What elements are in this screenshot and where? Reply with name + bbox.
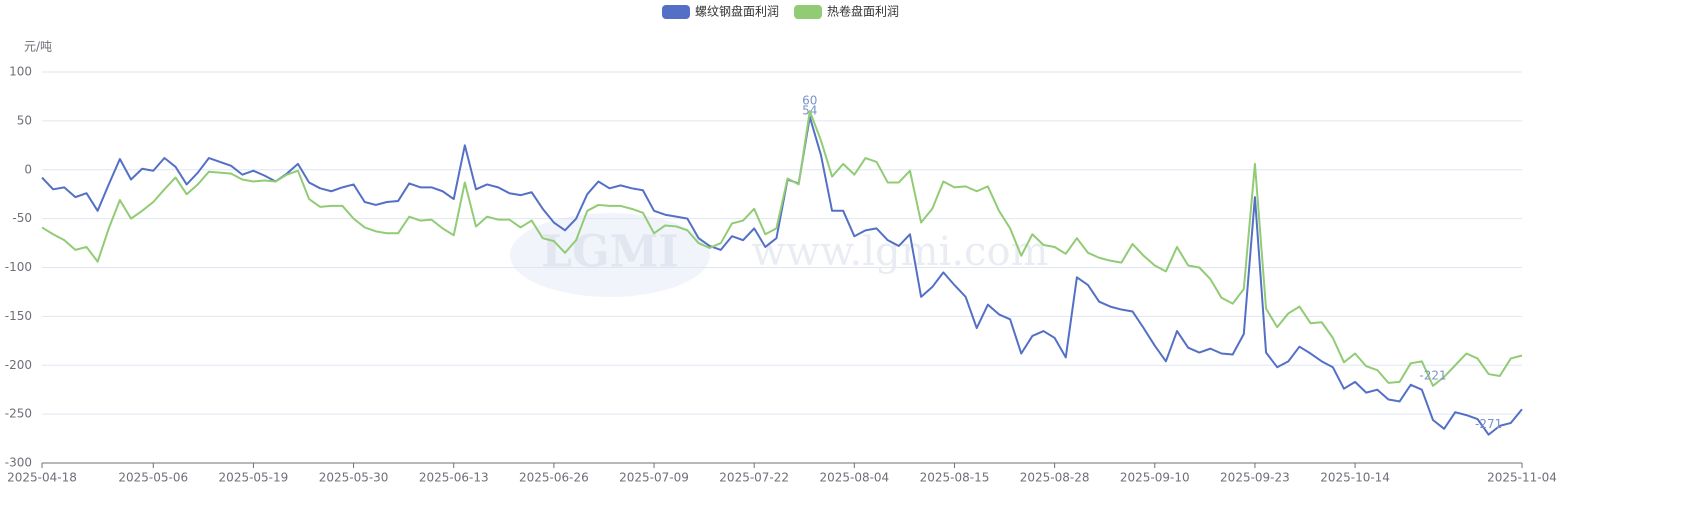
watermark-logo-shape [510, 213, 710, 297]
x-tick-label: 2025-09-10 [1120, 471, 1190, 485]
x-tick-label: 2025-09-23 [1220, 471, 1290, 485]
y-tick-label: -300 [5, 456, 32, 470]
x-tick-label: 2025-10-14 [1320, 471, 1390, 485]
x-tick-label: 2025-06-26 [519, 471, 589, 485]
x-tick-label: 2025-06-13 [419, 471, 489, 485]
data-label: 60 [802, 94, 817, 108]
x-tick-label: 2025-05-30 [319, 471, 389, 485]
y-unit: 元/吨 [24, 40, 52, 54]
legend: 螺纹钢盘面利润 热卷盘面利润 [662, 4, 899, 19]
x-tick-label: 2025-08-15 [920, 471, 990, 485]
x-tick-label: 2025-04-18 [7, 471, 77, 485]
y-tick-label: -100 [5, 260, 32, 274]
legend-swatch [794, 5, 823, 19]
data-label: -271 [1475, 417, 1502, 431]
y-tick-label: -50 [12, 211, 32, 225]
watermark: www.lgmi.com [752, 229, 1049, 275]
y-tick-label: 100 [9, 65, 32, 79]
legend-swatch [662, 5, 690, 19]
x-tick-label: 2025-08-28 [1020, 471, 1090, 485]
x-tick-label: 2025-07-22 [719, 471, 789, 485]
x-tick-label: 2025-07-09 [619, 471, 689, 485]
y-tick-label: -200 [5, 358, 32, 372]
series-line [41, 115, 1523, 436]
x-tick-label: 2025-08-04 [819, 471, 889, 485]
watermark-logo: LGMI [541, 227, 679, 278]
y-tick-label: 0 [24, 162, 32, 176]
x-tick-label: 2025-05-19 [219, 471, 289, 485]
y-tick-label: 50 [17, 113, 32, 127]
y-tick-label: -150 [5, 309, 32, 323]
series-line [41, 110, 1523, 387]
legend-label: 热卷盘面利润 [827, 4, 899, 19]
x-tick-label: 2025-05-06 [118, 471, 188, 485]
y-tick-label: -250 [5, 407, 32, 421]
x-tick-label: 2025-11-04 [1487, 471, 1557, 485]
legend-label: 螺纹钢盘面利润 [695, 4, 779, 19]
data-label: -221 [1419, 368, 1446, 382]
